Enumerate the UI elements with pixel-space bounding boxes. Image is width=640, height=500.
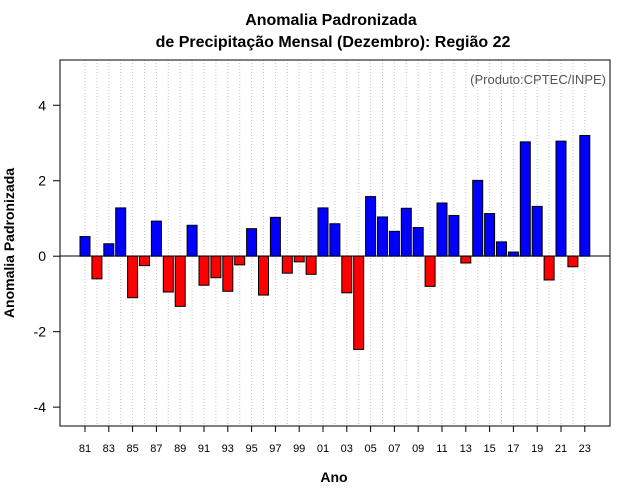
- bar-10: [424, 255, 436, 287]
- x-tick-label: 19: [531, 443, 543, 455]
- x-tick-label: 15: [483, 443, 495, 455]
- source-annotation: (Produto:CPTEC/INPE): [470, 72, 606, 87]
- x-tick-label: 09: [412, 443, 424, 455]
- bar-01: [317, 207, 329, 257]
- x-tick-label: 05: [364, 443, 376, 455]
- x-tick-label: 95: [245, 443, 257, 455]
- bar-06: [377, 216, 388, 257]
- x-tick-label: 13: [460, 443, 472, 455]
- x-tick-label: 97: [269, 443, 281, 455]
- x-tick-label: 89: [174, 443, 186, 455]
- x-tick-label: 17: [507, 443, 519, 455]
- bar-93: [222, 255, 234, 292]
- bar-21: [555, 140, 567, 257]
- x-tick-label: 81: [79, 443, 91, 455]
- y-tick-label: 2: [38, 173, 46, 189]
- bar-95: [246, 228, 258, 257]
- bar-88: [162, 255, 174, 293]
- x-tick-label: 85: [126, 443, 138, 455]
- chart-subtitle: de Precipitação Mensal (Dezembro): Regiã…: [156, 34, 511, 51]
- bar-98: [281, 255, 293, 274]
- bar-19: [531, 205, 543, 257]
- bar-08: [400, 207, 412, 257]
- bar-90: [186, 224, 198, 257]
- bar-94: [234, 255, 246, 266]
- bar-03: [341, 255, 353, 294]
- bar-18: [519, 141, 531, 257]
- bar-82: [91, 255, 103, 280]
- bar-20: [543, 255, 555, 281]
- bar-85: [127, 255, 139, 299]
- bar-91: [198, 255, 210, 286]
- bar-99: [293, 255, 305, 263]
- bar-81: [79, 236, 91, 257]
- y-axis-label: Anomalia Padronizada: [1, 168, 17, 318]
- bar-13: [460, 255, 472, 264]
- bar-87: [150, 220, 162, 257]
- bar-96: [258, 255, 269, 296]
- bar-83: [103, 243, 115, 257]
- x-axis-label: Ano: [320, 469, 347, 485]
- bar-92: [210, 255, 222, 279]
- x-tick-label: 11: [436, 443, 447, 455]
- bar-14: [472, 179, 484, 257]
- bar-89: [174, 255, 186, 307]
- bar-00: [305, 255, 317, 275]
- y-tick-label: 4: [38, 97, 46, 113]
- bar-16: [496, 241, 507, 257]
- bar-97: [269, 216, 281, 257]
- bar-15: [484, 213, 496, 257]
- bar-09: [412, 227, 424, 257]
- bar-02: [329, 223, 341, 257]
- chart-title: Anomalia Padronizada: [245, 12, 417, 29]
- y-tick-label: 0: [38, 248, 46, 264]
- bar-07: [388, 230, 400, 257]
- x-tick-label: 99: [293, 443, 305, 455]
- bar-11: [436, 202, 448, 257]
- x-tick-label: 93: [222, 443, 234, 455]
- bar-22: [567, 255, 579, 268]
- y-tick-label: -4: [34, 399, 47, 415]
- x-tick-label: 23: [579, 443, 591, 455]
- x-tick-label: 21: [555, 443, 567, 455]
- x-tick-label: 87: [150, 443, 162, 455]
- bar-23: [579, 134, 591, 257]
- y-tick-label: -2: [34, 324, 47, 340]
- x-tick-label: 03: [341, 443, 353, 455]
- x-tick-label: 83: [103, 443, 115, 455]
- bar-86: [139, 255, 150, 267]
- bar-05: [365, 196, 377, 257]
- bar-04: [353, 255, 365, 350]
- x-tick-label: 07: [388, 443, 400, 455]
- x-tick-label: 01: [317, 443, 329, 455]
- x-tick-label: 91: [198, 443, 210, 455]
- bar-84: [115, 207, 127, 257]
- plot-frame: [59, 59, 611, 427]
- bar-12: [448, 214, 460, 257]
